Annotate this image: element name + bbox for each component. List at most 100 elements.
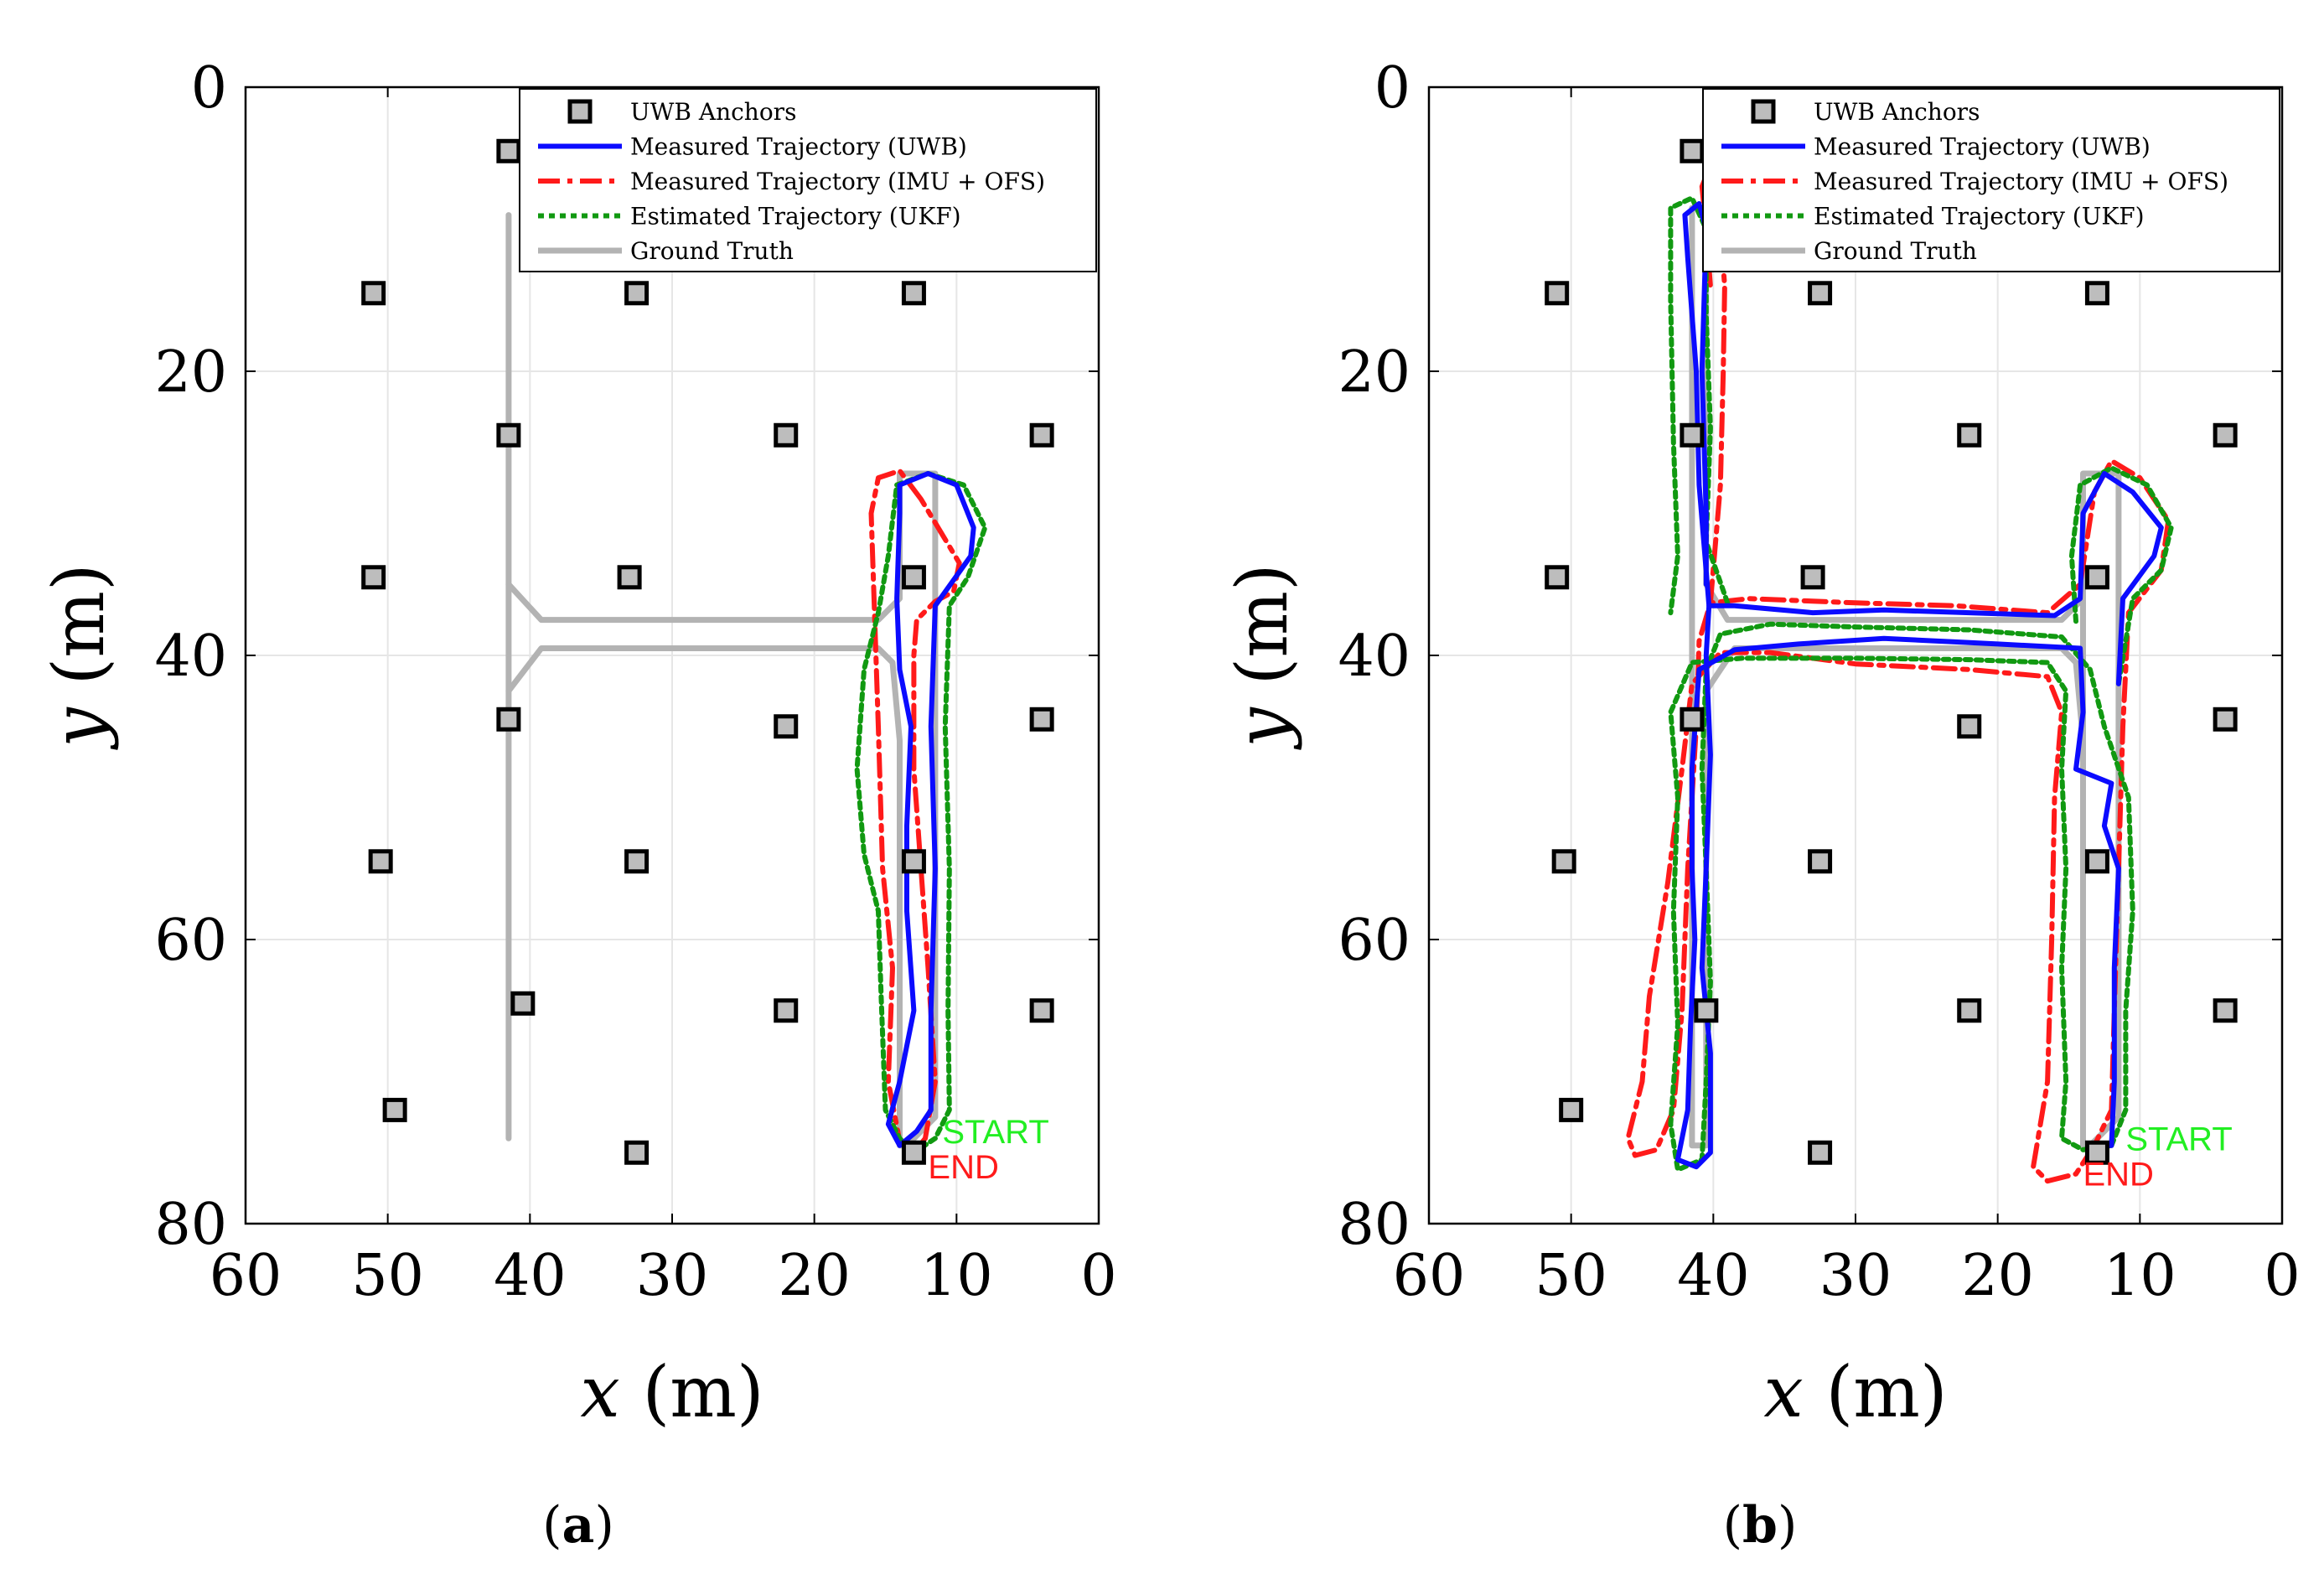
y-tick-label: 80 bbox=[154, 1192, 227, 1258]
uwb-anchor-marker bbox=[1680, 138, 1705, 163]
series-truth bbox=[505, 212, 939, 1149]
uwb-anchor-marker bbox=[1545, 565, 1570, 590]
uwb-anchor-marker bbox=[1029, 998, 1054, 1023]
series-truth-line bbox=[505, 470, 939, 1149]
x-tick-label: 0 bbox=[2264, 1243, 2300, 1309]
y-tick-label: 60 bbox=[154, 908, 227, 974]
panel-caption: (a) bbox=[542, 1496, 614, 1555]
series-uwb-line bbox=[1674, 471, 2164, 1170]
uwb-anchor-marker bbox=[2084, 281, 2109, 306]
axes-box bbox=[1427, 85, 2284, 1225]
uwb-anchor-marker bbox=[901, 1140, 926, 1165]
y-tick-label: 40 bbox=[1338, 624, 1410, 690]
series-uwb bbox=[1674, 201, 2164, 1170]
uwb-anchor-marker bbox=[1957, 998, 1982, 1023]
plot-area bbox=[1545, 138, 2238, 1184]
panel-caption: (b) bbox=[1723, 1496, 1798, 1555]
x-axis-var: x bbox=[1763, 1351, 1803, 1433]
uwb-anchor-marker bbox=[1029, 422, 1054, 448]
y-tick-label: 20 bbox=[1338, 339, 1410, 406]
legend-label: Measured Trajectory (UWB) bbox=[630, 133, 967, 161]
uwb-anchor-marker bbox=[361, 565, 386, 590]
uwb-anchor-marker bbox=[1551, 849, 1576, 874]
uwb-anchor-marker bbox=[2084, 849, 2109, 874]
start-label: START bbox=[2125, 1121, 2232, 1157]
x-tick-label: 20 bbox=[1961, 1243, 2034, 1309]
axes-box bbox=[244, 85, 1100, 1225]
x-axis-space bbox=[620, 1351, 643, 1433]
legend-anchor-swatch bbox=[567, 99, 593, 124]
y-tick-label: 20 bbox=[154, 339, 227, 406]
legend-label: Ground Truth bbox=[1814, 237, 1977, 265]
uwb-anchor-marker bbox=[382, 1097, 407, 1122]
series-ukf-line bbox=[1668, 195, 1731, 616]
uwb-anchor-marker bbox=[624, 1140, 650, 1165]
y-tick-label: 40 bbox=[154, 624, 227, 690]
uwb-anchor-marker bbox=[1545, 281, 1570, 306]
uwb-anchor-marker bbox=[510, 991, 536, 1016]
uwb-anchor-marker bbox=[901, 849, 926, 874]
series-ukf bbox=[1668, 195, 2174, 1173]
x-tick-label: 0 bbox=[1080, 1243, 1116, 1309]
caption-letter: b bbox=[1742, 1496, 1778, 1555]
uwb-anchor-marker bbox=[496, 138, 521, 163]
x-tick-label: 30 bbox=[636, 1243, 709, 1309]
uwb-anchor-marker bbox=[901, 565, 926, 590]
legend-label: UWB Anchors bbox=[1814, 98, 1980, 126]
y-tick-label: 0 bbox=[1374, 55, 1410, 122]
uwb-anchor-marker bbox=[774, 998, 799, 1023]
x-tick-label: 60 bbox=[210, 1243, 282, 1309]
series-uwb-line bbox=[885, 471, 976, 1148]
caption-open: ( bbox=[542, 1496, 562, 1555]
x-tick-label: 50 bbox=[351, 1243, 424, 1309]
y-axis-label: y (m) bbox=[38, 563, 120, 750]
x-axis-label: x (m) bbox=[1763, 1351, 1947, 1433]
x-tick-label: 50 bbox=[1535, 1243, 1607, 1309]
x-axis-space bbox=[1804, 1351, 1826, 1433]
y-axis-var: y bbox=[38, 707, 120, 751]
uwb-anchor-marker bbox=[1957, 422, 1982, 448]
legend-label: Ground Truth bbox=[630, 237, 794, 265]
plot-area bbox=[361, 138, 1054, 1165]
uwb-anchor-marker bbox=[1694, 998, 1719, 1023]
uwb-anchors bbox=[1545, 138, 2238, 1165]
uwb-anchor-marker bbox=[901, 281, 926, 306]
end-label: END bbox=[2083, 1157, 2153, 1193]
y-axis-space bbox=[1221, 686, 1303, 708]
uwb-anchor-marker bbox=[1680, 422, 1705, 448]
uwb-anchor-marker bbox=[2213, 707, 2238, 732]
x-axis-label: x (m) bbox=[580, 1351, 763, 1433]
caption-close: ) bbox=[594, 1496, 613, 1555]
legend: UWB Anchors Measured Trajectory (UWB) Meas… bbox=[519, 88, 1097, 272]
uwb-anchor-marker bbox=[1957, 714, 1982, 739]
uwb-anchor-marker bbox=[1680, 707, 1705, 732]
y-tick-label: 80 bbox=[1338, 1192, 1410, 1258]
legend-label: Estimated Trajectory (UKF) bbox=[1814, 203, 2145, 230]
uwb-anchor-marker bbox=[624, 281, 650, 306]
uwb-anchor-marker bbox=[1800, 565, 1825, 590]
uwb-anchor-marker bbox=[1808, 1140, 1833, 1165]
caption-open: ( bbox=[1723, 1496, 1742, 1555]
x-axis-var: x bbox=[580, 1351, 619, 1433]
y-tick-label: 0 bbox=[191, 55, 227, 122]
legend: UWB Anchors Measured Trajectory (UWB) Meas… bbox=[1702, 88, 2280, 272]
x-axis-unit: (m) bbox=[642, 1351, 763, 1433]
series-uwb bbox=[885, 471, 976, 1148]
legend-label: Estimated Trajectory (UKF) bbox=[630, 203, 961, 230]
legend-label: Measured Trajectory (IMU + OFS) bbox=[630, 168, 1045, 195]
caption-close: ) bbox=[1778, 1496, 1797, 1555]
uwb-anchor-marker bbox=[1559, 1097, 1584, 1122]
legend-box bbox=[1702, 88, 2280, 272]
y-axis-space bbox=[38, 686, 120, 708]
series-ukf-line bbox=[1668, 621, 2135, 1173]
uwb-anchor-marker bbox=[496, 707, 521, 732]
uwb-anchor-marker bbox=[1808, 281, 1833, 306]
end-label: END bbox=[928, 1149, 998, 1186]
y-axis-label: y (m) bbox=[1221, 563, 1303, 750]
uwb-anchor-marker bbox=[2084, 565, 2109, 590]
legend-box bbox=[519, 88, 1097, 272]
x-tick-label: 40 bbox=[494, 1243, 567, 1309]
x-tick-label: 10 bbox=[920, 1243, 993, 1309]
